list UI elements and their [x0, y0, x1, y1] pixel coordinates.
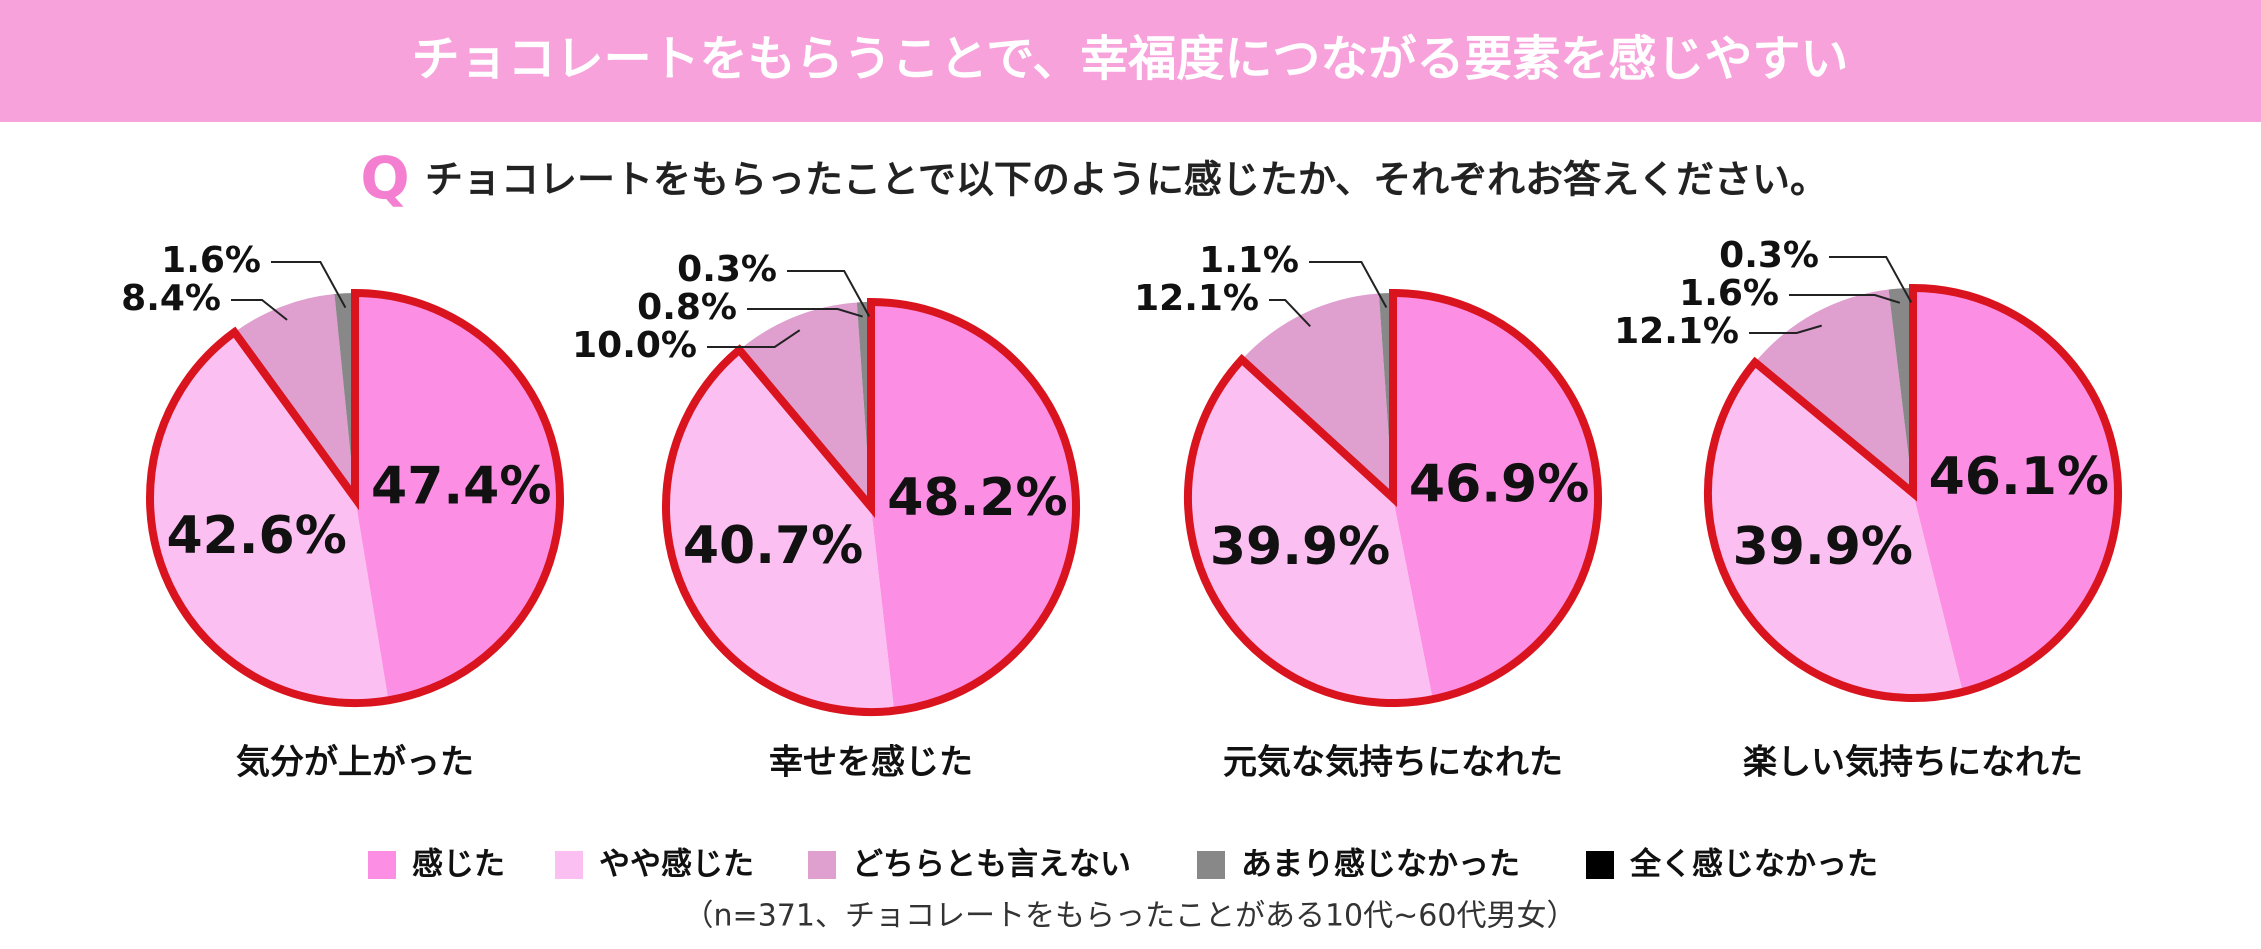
slice-label: 39.9%	[1210, 517, 1390, 577]
leader-line	[1829, 256, 1913, 303]
pie-slice	[334, 293, 355, 498]
banner	[0, 0, 2261, 122]
pie-slice	[871, 302, 1077, 711]
slice-label: 46.1%	[1929, 447, 2109, 507]
legend-swatch	[808, 851, 836, 879]
pie-slice	[149, 332, 389, 703]
pie-slice	[1188, 359, 1433, 703]
pie-title: 楽しい気持ちになれた	[1743, 743, 2083, 783]
pie-slice	[1755, 289, 1913, 493]
slice-label: 1.1%	[1199, 240, 1299, 281]
legend-label: どちらとも言えない	[852, 847, 1131, 883]
legend-swatch	[1586, 851, 1614, 879]
slice-label: 39.9%	[1733, 517, 1913, 577]
pie-title: 幸せを感じた	[769, 743, 973, 783]
slice-label: 46.9%	[1409, 455, 1589, 515]
leader-line	[1789, 294, 1901, 304]
legend-swatch	[1197, 851, 1225, 879]
note: （n=371、チョコレートをもらったことがある10代~60代男女）	[684, 899, 1577, 934]
legend-label: 全く感じなかった	[1629, 847, 1878, 883]
slice-label: 48.2%	[887, 468, 1067, 528]
legend-swatch	[555, 851, 583, 879]
pie-title: 気分が上がった	[236, 743, 474, 783]
legend-label: あまり感じなかった	[1241, 847, 1520, 883]
pie-slice	[1708, 362, 1963, 699]
banner-title: チョコレートをもらうことで、幸福度につながる要素を感じやすい	[412, 31, 1849, 87]
leader-line	[1269, 299, 1311, 327]
pie-slice	[234, 294, 355, 498]
slice-label: 1.6%	[1679, 273, 1779, 314]
legend-swatch	[368, 851, 396, 879]
question: チョコレートをもらったことで以下のように感じたか、それぞれお答えください。	[425, 158, 1828, 202]
slice-label: 0.3%	[677, 249, 777, 290]
leader-line	[271, 261, 347, 309]
question-mark: Q	[360, 144, 409, 212]
slice-label: 10.0%	[572, 325, 697, 366]
slice-label: 1.6%	[161, 240, 261, 281]
leader-line	[1309, 261, 1388, 308]
slice-label: 40.7%	[683, 516, 863, 576]
pie-title: 元気な気持ちになれた	[1223, 743, 1563, 783]
leader-line	[231, 299, 288, 321]
leader-line	[707, 329, 801, 348]
highlight-outline	[662, 297, 1080, 716]
slice-label: 0.3%	[1719, 235, 1819, 276]
slice-label: 0.8%	[637, 287, 737, 328]
pie-slice	[355, 293, 561, 701]
pie-slice	[1913, 288, 2118, 692]
slice-label: 8.4%	[121, 278, 221, 319]
slice-label: 12.1%	[1614, 311, 1739, 352]
leader-line	[787, 270, 871, 317]
pie-slice	[1888, 288, 1913, 493]
pie-slice	[1241, 293, 1393, 498]
leader-line	[1749, 324, 1822, 334]
slice-label: 47.4%	[371, 456, 551, 516]
highlight-outline	[1703, 283, 2122, 702]
highlight-outline	[1184, 288, 1602, 707]
pie-slice	[739, 302, 871, 507]
slice-label: 42.6%	[166, 506, 346, 566]
leader-line	[747, 308, 863, 318]
legend-label: 感じた	[412, 847, 505, 883]
slice-label: 12.1%	[1134, 278, 1259, 319]
legend-label: やや感じた	[599, 847, 754, 883]
highlight-outline	[146, 288, 564, 707]
pie-slice	[665, 349, 895, 712]
pie-slice	[1393, 293, 1598, 700]
